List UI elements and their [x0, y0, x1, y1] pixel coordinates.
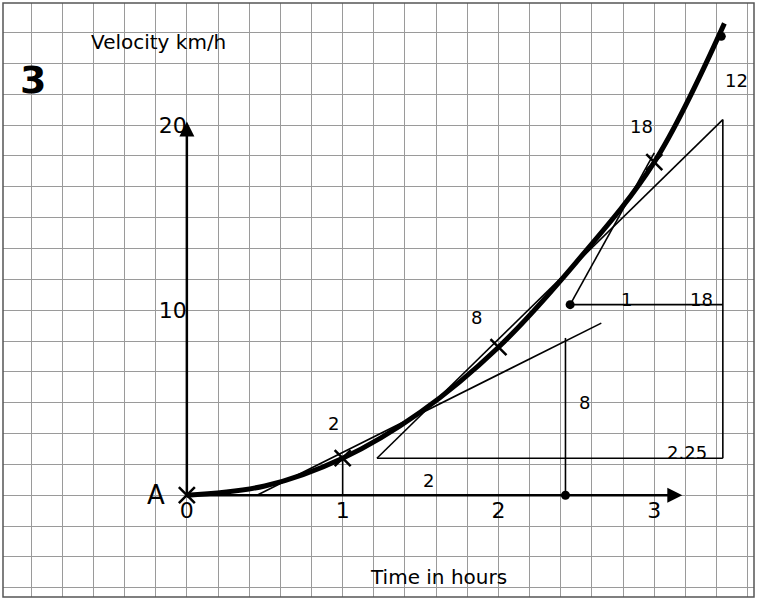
svg-text:8: 8 — [579, 392, 590, 413]
svg-text:18: 18 — [630, 116, 653, 137]
svg-text:1: 1 — [336, 498, 350, 523]
svg-text:12: 12 — [725, 70, 748, 91]
svg-text:18: 18 — [690, 289, 713, 310]
svg-text:A: A — [147, 480, 165, 510]
svg-text:20: 20 — [159, 113, 187, 138]
svg-text:3: 3 — [647, 498, 661, 523]
svg-text:0: 0 — [180, 498, 194, 523]
svg-text:3: 3 — [20, 58, 46, 102]
svg-text:Time in hours: Time in hours — [370, 565, 507, 589]
svg-text:1: 1 — [621, 289, 632, 310]
svg-text:2: 2 — [328, 413, 339, 434]
svg-text:2.25: 2.25 — [667, 442, 707, 463]
svg-text:Velocity km/h: Velocity km/h — [91, 30, 226, 54]
svg-text:2: 2 — [423, 470, 434, 491]
svg-text:8: 8 — [471, 307, 482, 328]
svg-text:10: 10 — [159, 298, 187, 323]
svg-text:2: 2 — [491, 498, 505, 523]
